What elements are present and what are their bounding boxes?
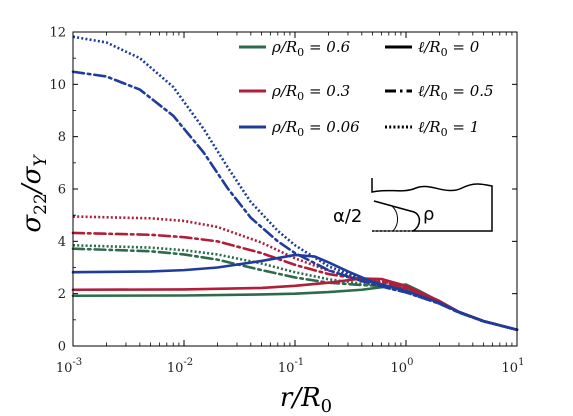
legend: ρ/R0 = 0.6 ρ/R0 = 0.3 ρ/R0 = 0.06 ℓ/R0 = 0 ℓ…: [239, 38, 494, 139]
legend-label-ell: ℓ/R0 = 0: [418, 38, 480, 59]
series-line-rho-0.3-ell-0.5: [71, 231, 519, 332]
series-line-rho-0.06-ell-0: [71, 253, 519, 332]
series-group: [71, 35, 519, 332]
legend-label-ell: ℓ/R0 = 1: [418, 118, 479, 139]
series-line-rho-0.3-ell-0: [71, 277, 519, 332]
legend-label-rho: ρ/R0 = 0.3: [271, 82, 350, 103]
x-tick-label: 10-3: [56, 357, 82, 376]
notch-upper-flank: [373, 200, 421, 232]
x-axis-title: r/R0: [280, 383, 332, 416]
axes: [72, 31, 518, 347]
x-tick-label: 101: [502, 357, 525, 376]
notch-inset: α/2 ρ: [333, 178, 493, 232]
y-tick-label: 0: [58, 340, 66, 355]
tick-labels: 0 2 4 6 8 10 12 10-3 10-2 10-1 100 101: [49, 26, 524, 377]
series-line-rho-0.06-ell-1: [72, 35, 518, 332]
y-tick-label: 12: [49, 26, 66, 41]
y-tick-label: 4: [58, 235, 66, 250]
legend-label-rho: ρ/R0 = 0.06: [271, 118, 360, 139]
specimen-outline: [371, 178, 493, 232]
angle-arc: [391, 205, 399, 232]
y-tick-label: 8: [58, 130, 66, 145]
legend-label-rho: ρ/R0 = 0.6: [271, 38, 351, 59]
y-tick-label: 10: [49, 78, 66, 93]
y-tick-label: 2: [58, 287, 66, 302]
legend-label-ell: ℓ/R0 = 0.5: [418, 82, 494, 103]
x-tick-label: 10-2: [167, 357, 193, 376]
y-tick-label: 6: [58, 183, 66, 198]
x-tick-label: 10-1: [278, 357, 304, 376]
radius-label: ρ: [423, 204, 434, 225]
angle-label: α/2: [333, 206, 362, 227]
x-tick-label: 100: [391, 357, 414, 376]
y-axis-title: σ22/σY: [17, 154, 51, 233]
